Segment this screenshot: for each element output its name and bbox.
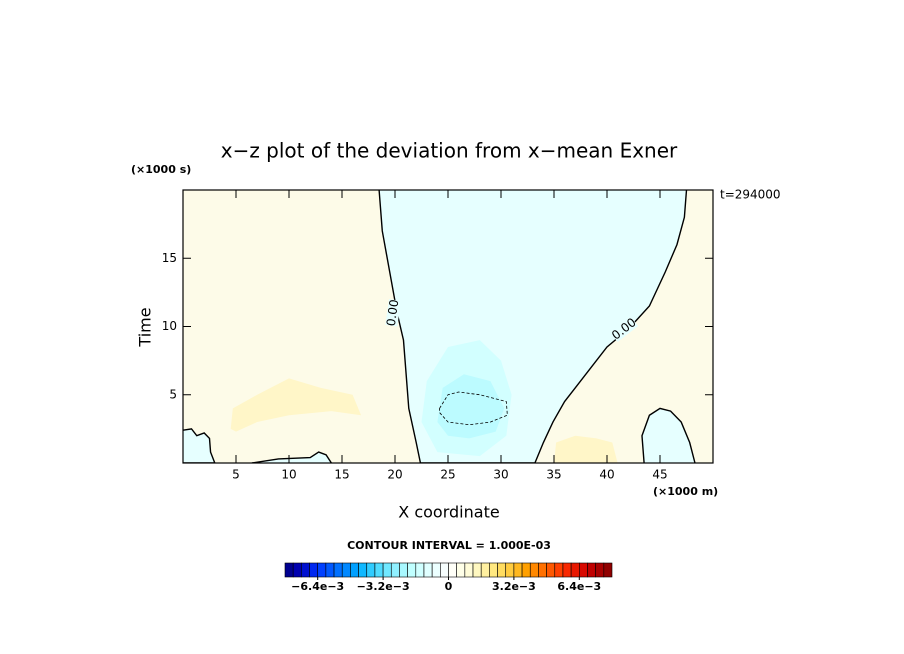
colorbar-tick-label: 6.4e−3: [557, 580, 601, 593]
colorbar-title: CONTOUR INTERVAL = 1.000E-03: [347, 539, 551, 552]
y-axis-label: Time: [136, 307, 155, 347]
colorbar-cell: [431, 562, 441, 578]
colorbar-cell: [472, 562, 482, 578]
contour-fill: [641, 408, 695, 463]
contour-fill: [183, 428, 215, 463]
colorbar-cell: [464, 562, 474, 578]
colorbar-cell: [554, 562, 564, 578]
y-tick-label: 15: [162, 251, 177, 265]
colorbar-cell: [570, 562, 580, 578]
y-tick-label: 5: [169, 387, 177, 401]
colorbar-cell: [374, 562, 384, 578]
colorbar-cell: [497, 562, 507, 578]
colorbar-cell: [587, 562, 596, 578]
colorbar-cell: [423, 562, 433, 578]
colorbar-cell: [390, 562, 400, 578]
contour-fill: [230, 378, 362, 432]
colorbar-cell: [538, 562, 547, 578]
y-unit: (×1000 s): [131, 163, 191, 176]
colorbar-cell: [489, 562, 498, 578]
colorbar-tick-label: 0: [445, 580, 453, 593]
colorbar-cell: [562, 562, 572, 578]
x-axis-label: X coordinate: [398, 503, 499, 522]
colorbar-cell: [595, 562, 605, 578]
colorbar-cell: [578, 562, 588, 578]
colorbar-cell: [407, 562, 417, 578]
colorbar-cell: [366, 562, 376, 578]
colorbar-tick-label: −6.4e−3: [291, 580, 344, 593]
contour-line: [641, 407, 696, 463]
contour-line: [183, 428, 216, 463]
colorbar-cell: [603, 562, 613, 578]
annotation: t=294000: [720, 188, 781, 202]
colorbar-cell: [448, 562, 457, 578]
colorbar-cell: [415, 562, 425, 578]
x-tick-label: 15: [334, 468, 349, 482]
x-tick-label: 30: [493, 468, 508, 482]
colorbar-cell: [546, 562, 556, 578]
colorbar-cell: [333, 562, 343, 578]
x-unit: (×1000 m): [653, 485, 718, 498]
x-tick-label: 5: [232, 468, 240, 482]
colorbar-cell: [505, 562, 515, 578]
colorbar-tick-label: 3.2e−3: [492, 580, 536, 593]
colorbar-cell: [382, 562, 392, 578]
colorbar-cell: [350, 562, 359, 578]
x-tick-label: 20: [387, 468, 402, 482]
x-tick-label: 45: [652, 468, 667, 482]
colorbar-cell: [292, 562, 302, 578]
colorbar-cell: [317, 562, 327, 578]
colorbar-cell: [529, 562, 539, 578]
contour-label-bg: [385, 299, 401, 327]
x-tick-label: 40: [599, 468, 614, 482]
colorbar-cell: [325, 562, 335, 578]
y-tick-label: 10: [162, 319, 177, 333]
colorbar-cell: [301, 562, 310, 578]
x-tick-label: 25: [440, 468, 455, 482]
colorbar-cell: [480, 562, 490, 578]
contour-line: [251, 451, 332, 463]
colorbar-cell: [341, 562, 351, 578]
colorbar-cell: [521, 562, 531, 578]
colorbar-cell: [440, 562, 449, 578]
chart-title: x−z plot of the deviation from x−mean Ex…: [221, 139, 678, 163]
colorbar-cell: [284, 562, 294, 578]
contour-label: 0.00: [384, 299, 402, 327]
contour-line: [378, 190, 688, 463]
colorbar-cell: [309, 562, 318, 578]
colorbar-cell: [399, 562, 408, 578]
colorbar-cell: [358, 562, 368, 578]
colorbar-cell: [456, 562, 466, 578]
colorbar-cell: [513, 562, 523, 578]
contour-fill: [554, 435, 618, 463]
x-tick-label: 35: [546, 468, 561, 482]
contour-label-bg: [610, 316, 639, 342]
colorbar-tick-label: −3.2e−3: [357, 580, 410, 593]
x-tick-label: 10: [281, 468, 296, 482]
